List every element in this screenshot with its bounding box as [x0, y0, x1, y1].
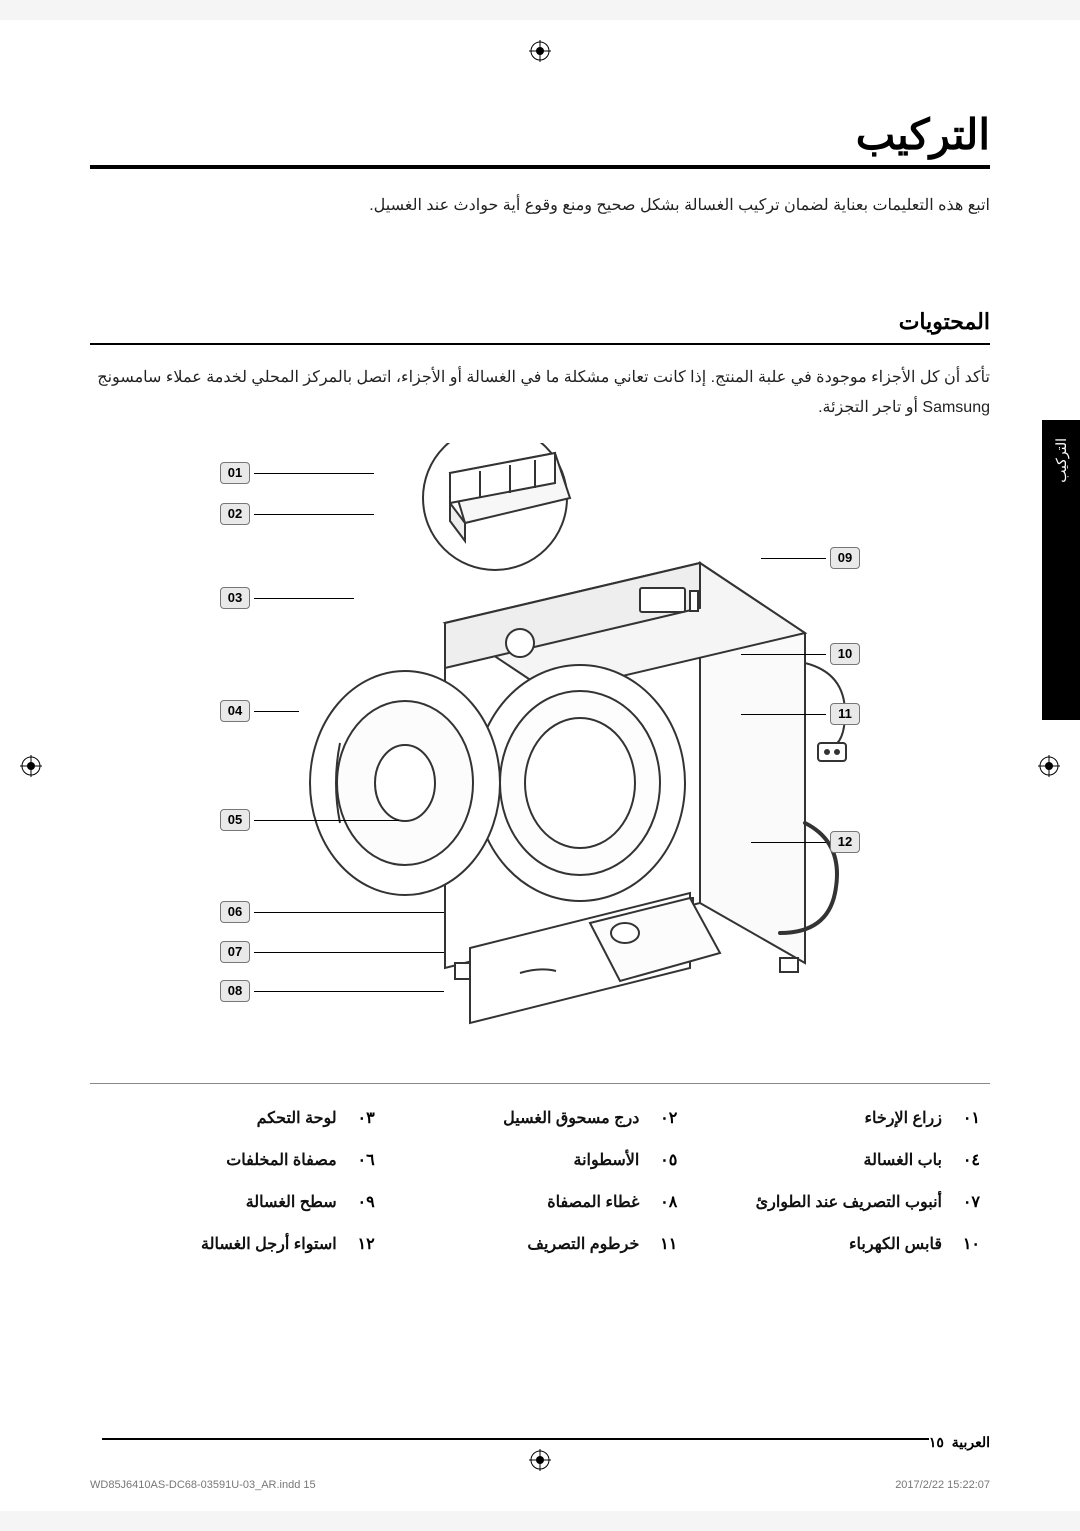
- part-number: ٠٩: [351, 1192, 375, 1212]
- part-label: أنبوب التصريف عند الطوارئ: [756, 1192, 942, 1212]
- part-label: الأسطوانة: [574, 1150, 640, 1170]
- leader-line: [254, 991, 444, 992]
- footer-rule: [102, 1438, 929, 1440]
- part-item: ١٠ قابس الكهرباء: [705, 1234, 980, 1254]
- footer-page-number: ١٥: [929, 1434, 944, 1450]
- part-item: ٠١ زراع الإرخاء: [705, 1108, 980, 1128]
- leader-line: [254, 952, 444, 953]
- divider: [90, 1083, 990, 1084]
- part-item: ٠٩ سطح الغسالة: [100, 1192, 375, 1212]
- callout-11: 11: [830, 703, 860, 725]
- leader-line: [254, 711, 299, 712]
- crop-mark-icon: [20, 755, 42, 777]
- part-number: ١١: [653, 1234, 677, 1254]
- section-paragraph: تأكد أن كل الأجزاء موجودة في علبة المنتج…: [90, 363, 990, 424]
- part-number: ١٢: [351, 1234, 375, 1254]
- leader-line: [741, 714, 826, 715]
- part-number: ٠٨: [653, 1192, 677, 1212]
- side-tab: التركيب: [1042, 420, 1080, 720]
- side-tab-label: التركيب: [1053, 438, 1069, 483]
- part-item: ٠٨ غطاء المصفاة: [403, 1192, 678, 1212]
- part-number: ٠٤: [956, 1150, 980, 1170]
- callout-01: 01: [220, 462, 250, 484]
- part-label: قابس الكهرباء: [849, 1234, 942, 1254]
- intro-text: اتبع هذه التعليمات بعناية لضمان تركيب ال…: [90, 193, 990, 219]
- page-title: التركيب: [90, 110, 990, 169]
- print-file: WD85J6410AS-DC68-03591U-03_AR.indd 15: [90, 1479, 316, 1491]
- callout-12: 12: [830, 831, 860, 853]
- crop-mark-icon: [529, 1449, 551, 1471]
- callout-05: 05: [220, 809, 250, 831]
- part-label: استواء أرجل الغسالة: [201, 1234, 337, 1254]
- leader-line: [254, 820, 399, 821]
- part-label: غطاء المصفاة: [547, 1192, 639, 1212]
- leader-line: [254, 514, 374, 515]
- part-item: ٠٦ مصفاة المخلفات: [100, 1150, 375, 1170]
- crop-mark-icon: [1038, 755, 1060, 777]
- leader-line: [254, 473, 374, 474]
- print-metadata: WD85J6410AS-DC68-03591U-03_AR.indd 15 20…: [90, 1479, 990, 1491]
- part-label: لوحة التحكم: [257, 1108, 337, 1128]
- part-label: درج مسحوق الغسيل: [503, 1108, 639, 1128]
- leader-line: [254, 912, 444, 913]
- part-item: ٠٤ باب الغسالة: [705, 1150, 980, 1170]
- part-number: ٠٧: [956, 1192, 980, 1212]
- print-date: 2017/2/22 15:22:07: [895, 1479, 990, 1491]
- callout-09: 09: [830, 547, 860, 569]
- part-label: سطح الغسالة: [246, 1192, 337, 1212]
- callout-07: 07: [220, 941, 250, 963]
- callout-03: 03: [220, 587, 250, 609]
- part-label: زراع الإرخاء: [865, 1108, 942, 1128]
- part-number: ٠٣: [351, 1108, 375, 1128]
- section-heading: المحتويات: [90, 309, 990, 345]
- part-item: ٠٧ أنبوب التصريف عند الطوارئ: [705, 1192, 980, 1212]
- callout-10: 10: [830, 643, 860, 665]
- manual-page: التركيب التركيب اتبع هذه التعليمات بعناي…: [0, 20, 1080, 1511]
- callout-02: 02: [220, 503, 250, 525]
- part-item: ٠٣ لوحة التحكم: [100, 1108, 375, 1128]
- page-footer: العربية ١٥: [90, 1434, 990, 1451]
- part-item: ٠٢ درج مسحوق الغسيل: [403, 1108, 678, 1128]
- part-label: مصفاة المخلفات: [226, 1150, 336, 1170]
- part-label: باب الغسالة: [864, 1150, 942, 1170]
- part-label: خرطوم التصريف: [527, 1234, 639, 1254]
- leader-line: [751, 842, 826, 843]
- part-number: ٠٢: [653, 1108, 677, 1128]
- part-number: ٠٦: [351, 1150, 375, 1170]
- leader-line: [254, 598, 354, 599]
- part-item: ١٢ استواء أرجل الغسالة: [100, 1234, 375, 1254]
- part-item: ٠٥ الأسطوانة: [403, 1150, 678, 1170]
- callout-06: 06: [220, 901, 250, 923]
- part-number: ٠١: [956, 1108, 980, 1128]
- callout-04: 04: [220, 700, 250, 722]
- crop-mark-icon: [529, 40, 551, 62]
- washer-diagram-svg: [220, 443, 860, 1053]
- part-item: ١١ خرطوم التصريف: [403, 1234, 678, 1254]
- leader-line: [761, 558, 826, 559]
- part-number: ١٠: [956, 1234, 980, 1254]
- callout-08: 08: [220, 980, 250, 1002]
- footer-lang: العربية: [952, 1434, 990, 1450]
- leader-line: [741, 654, 826, 655]
- part-number: ٠٥: [653, 1150, 677, 1170]
- product-diagram: 01 02 03 04 05 06 07 08 09 10 11 12: [220, 443, 860, 1053]
- parts-table: ٠١ زراع الإرخاء ٠٢ درج مسحوق الغسيل ٠٣ لوحة ا…: [90, 1108, 990, 1254]
